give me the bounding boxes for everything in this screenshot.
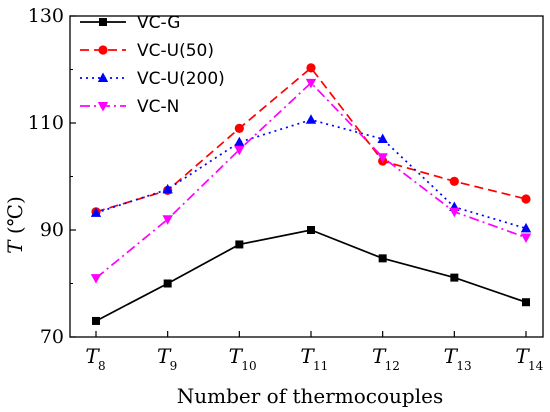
x-tick-subscript: 14	[528, 359, 544, 373]
data-point	[234, 123, 244, 133]
data-point	[450, 273, 459, 282]
legend-marker	[99, 18, 107, 26]
legend-entry: VC-U(200)	[80, 69, 225, 89]
series-layer	[90, 63, 532, 325]
series-line	[95, 118, 527, 230]
data-point	[377, 153, 388, 163]
x-tick-subscript: 10	[241, 359, 256, 373]
plot-frame	[69, 15, 544, 338]
data-point	[449, 207, 460, 218]
data-point	[162, 183, 173, 194]
legend-marker	[97, 72, 109, 82]
legend-label: VC-U(50)	[137, 41, 214, 61]
data-point	[305, 114, 317, 124]
y-axis-label-unit: (℃)	[3, 196, 27, 240]
legend-entry: VC-G	[80, 13, 180, 33]
data-point	[378, 254, 387, 263]
data-point	[234, 145, 245, 156]
plot-area	[69, 15, 544, 338]
x-tick-label: T	[372, 344, 387, 368]
x-tick-subscript: 12	[385, 359, 400, 373]
data-point	[305, 78, 317, 89]
y-axis-label: T (℃)	[3, 196, 27, 254]
legend-marker	[98, 45, 108, 55]
data-point	[377, 133, 388, 144]
x-tick-label: T	[444, 344, 459, 368]
data-point	[234, 136, 245, 147]
data-point	[307, 226, 315, 234]
data-point	[235, 240, 244, 249]
x-tick-subscript: 9	[170, 359, 178, 373]
data-point	[521, 194, 531, 204]
y-tick-label: 130	[28, 5, 64, 27]
series-VC-N	[90, 78, 532, 284]
series-line	[95, 66, 527, 213]
data-point	[522, 298, 530, 307]
x-tick-label: T	[300, 344, 315, 368]
y-tick-label: 70	[40, 326, 64, 348]
x-axis-ticks: T 8 T 9 T 10 T 11 T 12 T 13 T 14	[85, 331, 544, 373]
x-tick-label: T	[515, 344, 530, 368]
y-axis-ticks: 70 90 110 130	[28, 5, 76, 348]
x-tick-label: T	[229, 344, 244, 368]
data-point	[520, 233, 532, 243]
data-point	[162, 215, 173, 225]
legend-entry: VC-U(50)	[80, 41, 214, 61]
y-tick-label: 110	[28, 112, 64, 134]
series-VC-G	[92, 226, 530, 325]
legend-label: VC-G	[137, 13, 180, 33]
y-axis-label-symbol: T	[3, 239, 27, 254]
x-tick-subscript: 8	[98, 359, 106, 373]
x-tick-subscript: 13	[456, 359, 471, 373]
legend-label: VC-N	[137, 97, 179, 117]
y-tick-label: 90	[40, 219, 64, 241]
legend-label: VC-U(200)	[137, 69, 225, 89]
legend: VC-G VC-U(50) VC-U(200) VC-N	[80, 13, 225, 117]
x-tick-label: T	[157, 344, 172, 368]
series-VC-U(200)	[90, 114, 532, 233]
data-point	[163, 279, 172, 288]
data-point	[306, 63, 316, 73]
legend-marker	[97, 102, 109, 112]
x-axis-label: Number of thermocouples	[177, 384, 443, 408]
data-point	[92, 316, 100, 325]
data-point	[90, 207, 102, 217]
series-line	[95, 229, 527, 322]
x-tick-subscript: 11	[313, 359, 328, 373]
data-point	[90, 274, 102, 284]
x-tick-label: T	[85, 344, 100, 368]
data-point	[520, 222, 532, 233]
data-point	[449, 176, 459, 186]
legend-entry: VC-N	[80, 97, 179, 117]
